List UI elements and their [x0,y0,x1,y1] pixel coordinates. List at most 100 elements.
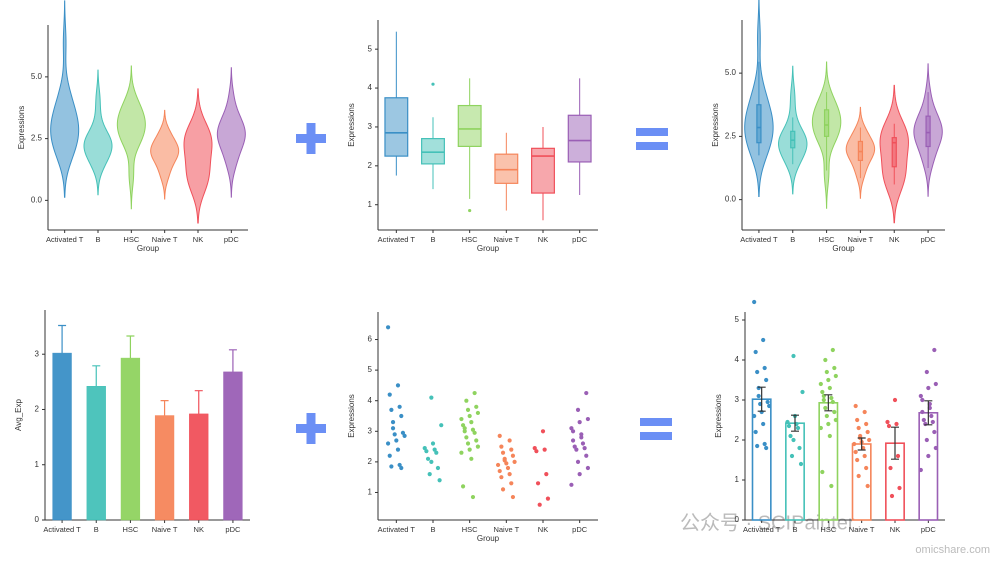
plus-sign [296,413,326,444]
point [499,475,504,480]
point [540,429,546,434]
point [833,373,838,379]
point [753,349,758,355]
y-tick-label: 5 [368,365,373,374]
bar [189,413,209,521]
point [892,397,898,403]
error-bar [160,400,169,416]
violin [50,0,80,198]
point [818,381,823,387]
point [785,419,790,425]
x-tick-label: pDC [572,235,588,244]
point [434,450,439,455]
point [895,453,901,459]
point [395,447,401,452]
bar [851,443,872,521]
error-bar [824,394,833,412]
point [932,347,937,353]
x-tick-label: B [95,235,100,244]
error-bar [791,414,799,432]
x-tick-label: NK [193,235,203,244]
point [570,438,576,443]
error-bar [126,335,135,359]
point [425,456,431,461]
point [387,392,392,397]
point [788,433,793,439]
point [929,413,934,419]
box [891,137,897,168]
watermark: omicshare.com [915,544,990,556]
bar [918,411,939,521]
point [764,445,769,451]
point [753,429,758,435]
point [862,453,867,459]
y-tick-label: 2.5 [31,134,43,143]
x-tick-label: HSC [122,525,138,534]
y-tick-label: 5.0 [31,72,43,81]
point [472,390,477,396]
point [510,494,516,500]
point [756,385,761,391]
bar [52,352,72,521]
point [584,390,589,396]
point [926,385,931,391]
point [577,472,582,477]
point [888,465,893,471]
x-tick-label: Naive T [493,235,519,244]
point [534,449,539,454]
error-bar [924,400,933,426]
point [507,438,512,443]
y-tick-label: 0 [35,515,40,524]
point [545,496,551,501]
y-axis-label: Expressions [17,106,26,150]
equals-sign [640,418,672,440]
point [424,449,429,454]
x-axis-label: Group [137,244,160,253]
point [764,377,769,383]
point [429,459,434,464]
equals-sign [636,128,668,150]
point [786,423,792,429]
y-tick-label: 2 [368,457,373,466]
point [924,437,929,443]
chart-panel: 0 1 2 3 4 5 Activated T B HSC Naive T NK pDC Express… [714,299,945,534]
outlier [468,208,472,213]
point [852,441,857,447]
point [462,426,467,431]
y-axis-label: Expressions [711,103,720,147]
point [535,481,541,486]
point [920,397,925,403]
point [762,441,767,447]
point [865,429,870,435]
point [864,421,869,427]
y-tick-label: 2 [35,405,40,414]
y-tick-label: 1 [735,475,740,484]
x-tick-label: B [792,525,797,534]
point [537,502,542,507]
point [923,421,928,427]
point [800,389,805,395]
x-tick-label: pDC [921,525,937,534]
plus-sign [296,123,326,154]
point [459,416,464,422]
y-tick-label: 4 [368,396,373,405]
x-tick-label: HSC [820,525,836,534]
x-tick-label: pDC [572,525,588,534]
x-tick-label: NK [538,235,548,244]
x-tick-label: Activated T [46,235,84,244]
bar [785,422,805,521]
point [827,385,832,391]
box [457,104,482,147]
box [925,115,931,148]
point [495,462,501,468]
point [579,432,584,437]
point [427,472,432,477]
point [574,447,579,452]
point [569,482,574,487]
x-tick-label: B [430,525,435,534]
x-tick-label: NK [194,525,204,534]
x-axis-label: Group [477,244,500,253]
point [577,420,582,425]
bar [86,386,106,521]
point [932,429,937,435]
